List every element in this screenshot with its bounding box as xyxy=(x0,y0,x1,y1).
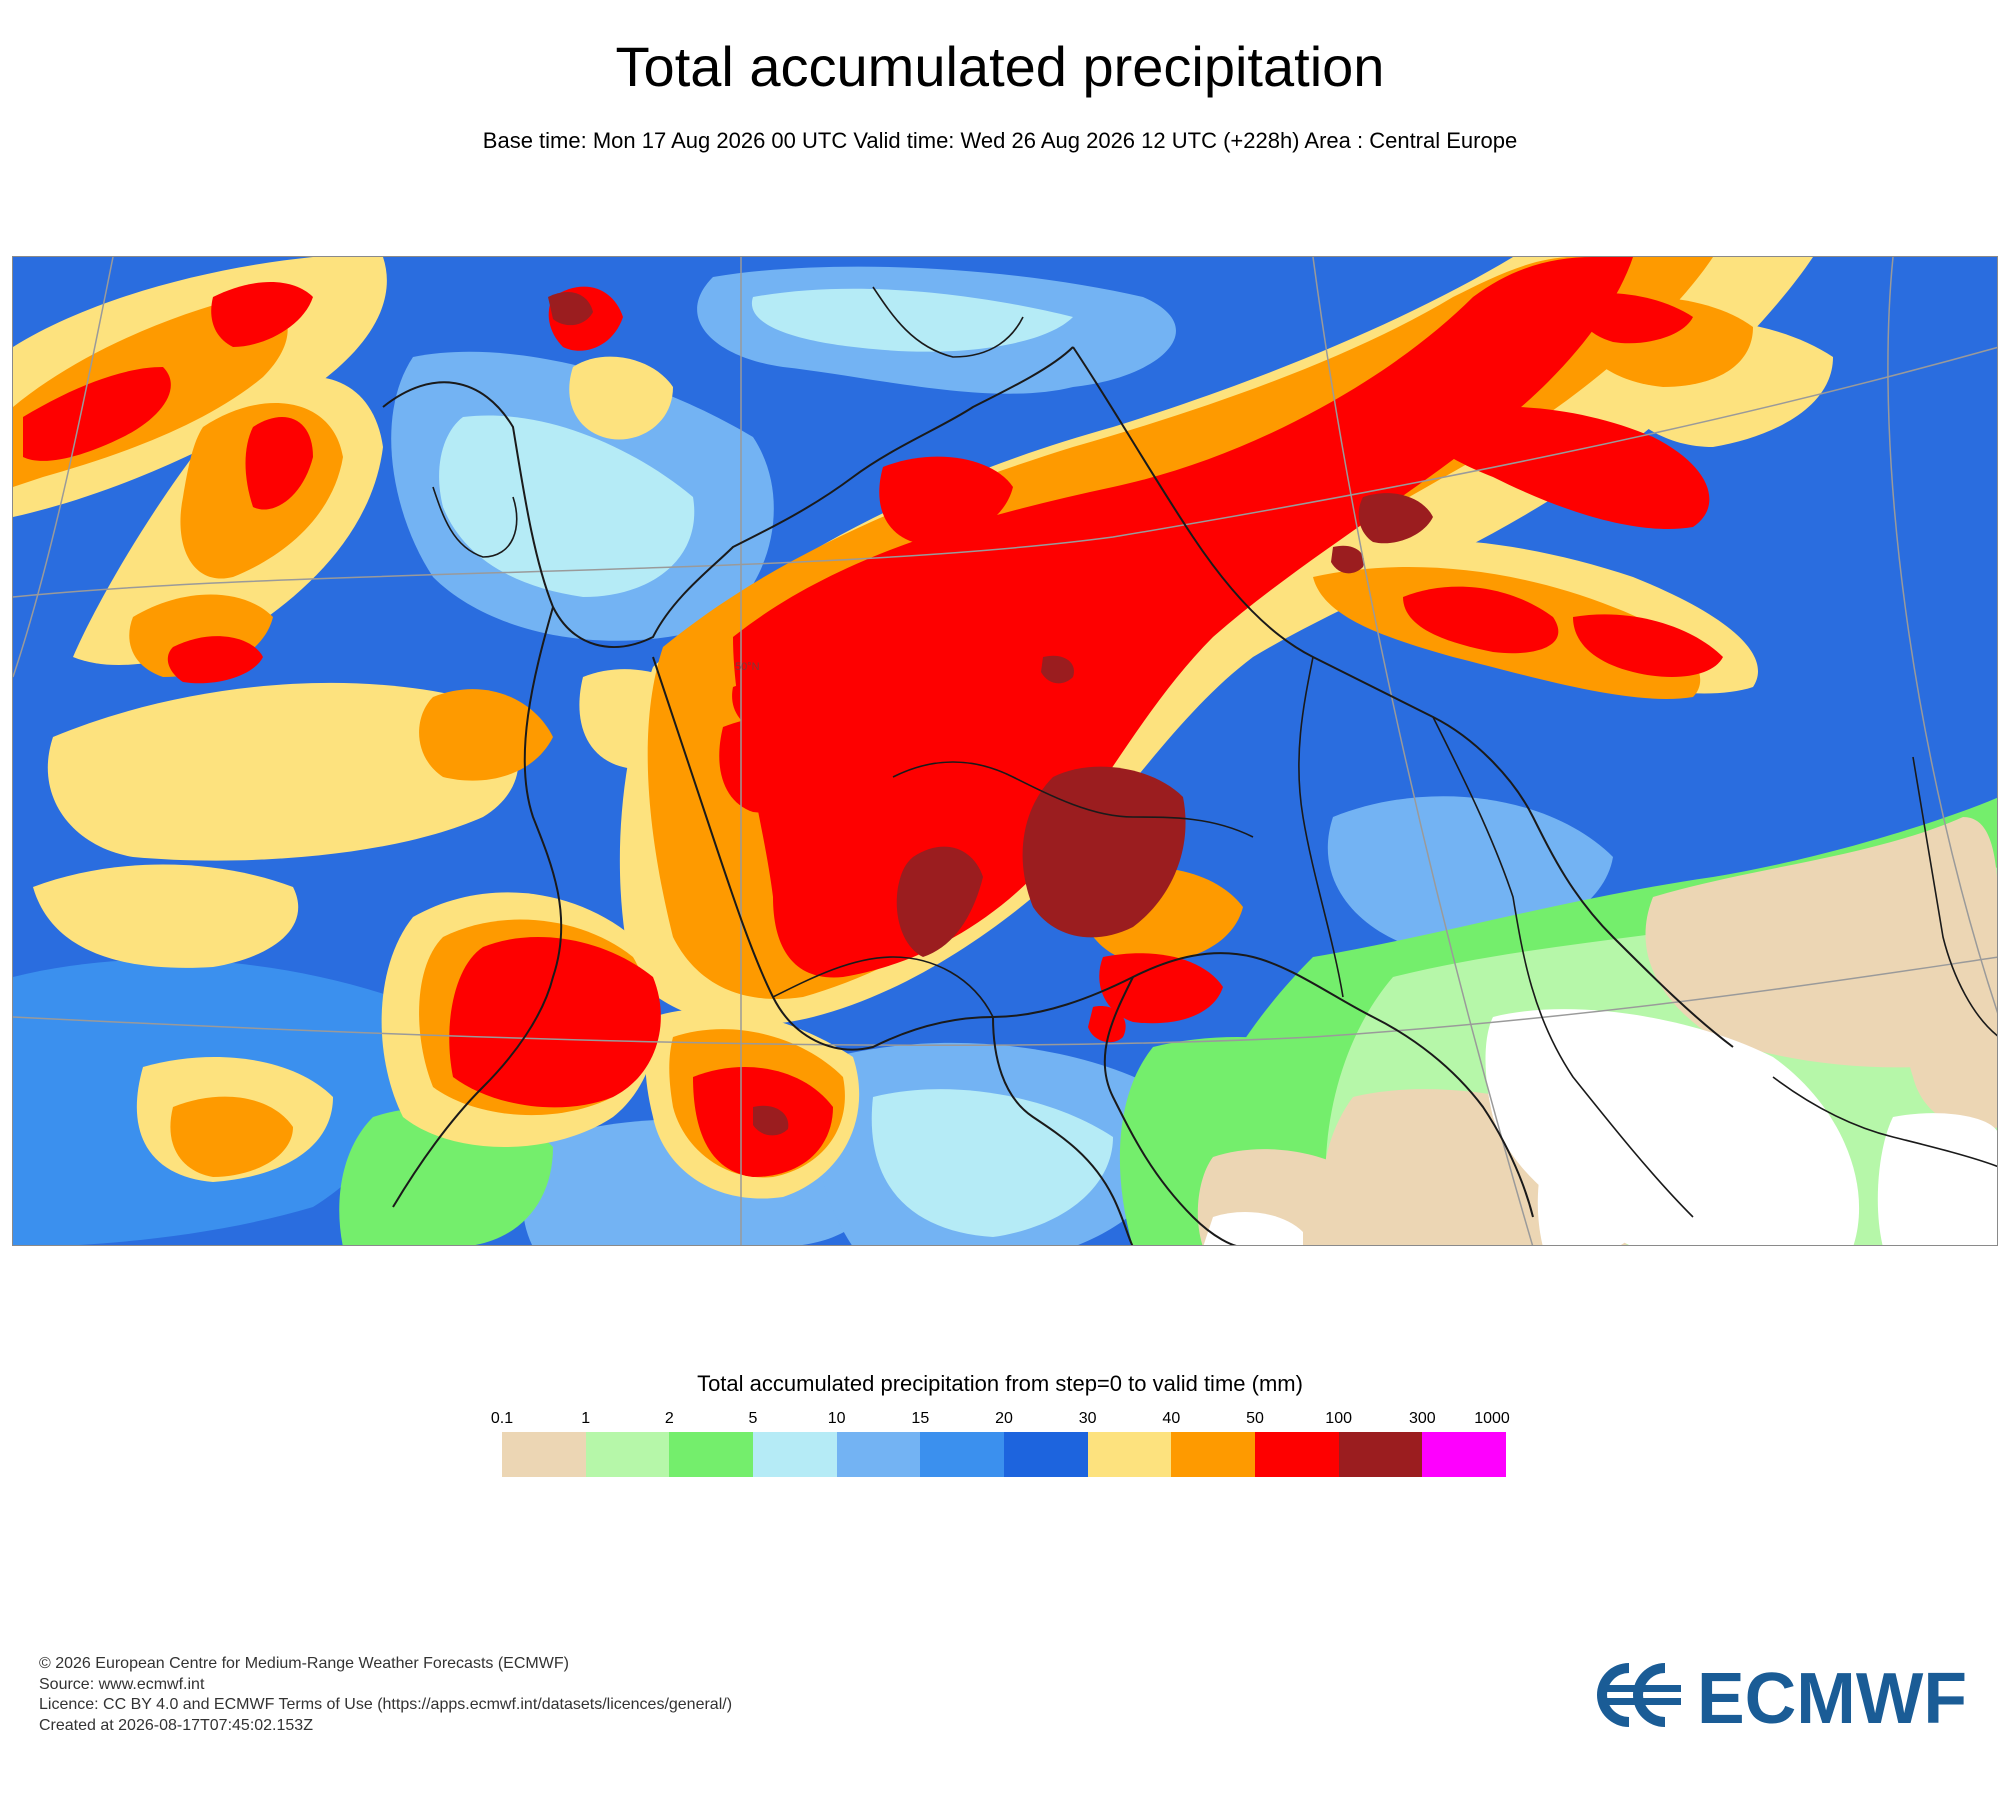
licence-text: Licence: CC BY 4.0 and ECMWF Terms of Us… xyxy=(39,1696,733,1713)
legend-tick: 1 xyxy=(581,1410,591,1427)
legend-swatch xyxy=(585,1432,670,1477)
created-timestamp: Created at 2026-08-17T07:45:02.153Z xyxy=(39,1716,313,1734)
legend-tick: 15 xyxy=(911,1410,930,1427)
legend-swatch xyxy=(920,1432,1005,1477)
legend-swatch xyxy=(753,1432,837,1477)
logo-text: ECMWF xyxy=(1697,1661,1967,1729)
copyright-text: © 2026 European Centre for Medium-Range … xyxy=(39,1655,569,1672)
ecmwf-logo-mark: ECMWF xyxy=(1597,1661,1967,1729)
legend-swatch xyxy=(1087,1432,1172,1477)
color-legend: 0.1 1 2 5 10 15 20 30 40 50 100 300 1000 xyxy=(491,1410,1510,1480)
legend-swatch xyxy=(1004,1432,1088,1477)
chart-subtitle: Base time: Mon 17 Aug 2026 00 UTC Valid … xyxy=(482,128,1518,153)
legend-tick: 100 xyxy=(1325,1410,1353,1427)
legend-swatches xyxy=(502,1432,1507,1477)
map-canvas: 50°N xyxy=(13,257,1997,1245)
ecmwf-logo: ECMWF xyxy=(1595,1661,1970,1729)
legend-swatch xyxy=(502,1432,586,1477)
legend-tick: 0.1 xyxy=(490,1410,514,1427)
legend-tick: 5 xyxy=(748,1410,758,1427)
legend-swatch xyxy=(1422,1432,1507,1477)
chart-title: Total accumulated precipitation xyxy=(615,35,1385,98)
legend-tick: 1000 xyxy=(1474,1410,1510,1427)
legend-tick: 10 xyxy=(827,1410,846,1427)
legend-tick: 2 xyxy=(664,1410,674,1427)
precipitation-map: 50°N xyxy=(12,256,1998,1246)
legend-title: Total accumulated precipitation from ste… xyxy=(697,1371,1303,1396)
legend-tick: 300 xyxy=(1408,1410,1436,1427)
footer-credits: © 2026 European Centre for Medium-Range … xyxy=(39,1654,732,1736)
legend-swatch xyxy=(1255,1432,1339,1477)
legend-tick: 30 xyxy=(1078,1410,1097,1427)
legend-swatch xyxy=(1171,1432,1256,1477)
legend-tick: 40 xyxy=(1162,1410,1181,1427)
legend-swatch xyxy=(1338,1432,1423,1477)
legend-swatch xyxy=(669,1432,754,1477)
source-link[interactable]: Source: www.ecmwf.int xyxy=(39,1675,205,1693)
legend-swatch xyxy=(836,1432,921,1477)
gridline-label: 50°N xyxy=(735,661,760,673)
legend-tick: 50 xyxy=(1246,1410,1264,1427)
legend-tick: 20 xyxy=(995,1410,1013,1427)
